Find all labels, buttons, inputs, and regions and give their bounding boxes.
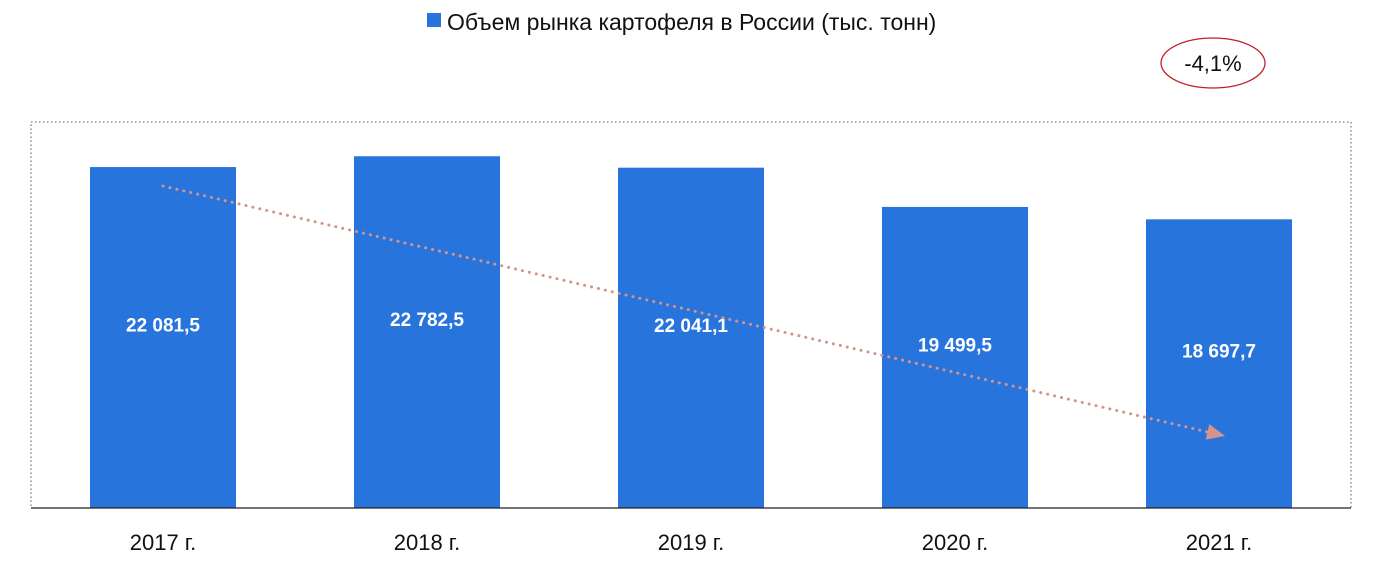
x-tick-label: 2019 г. (658, 530, 725, 555)
bar (1146, 219, 1292, 509)
change-badge-ellipse (1160, 37, 1266, 89)
x-tick-label: 2020 г. (922, 530, 989, 555)
bar (354, 156, 500, 508)
bar-value-label: 19 499,5 (918, 335, 992, 356)
bar (90, 167, 236, 508)
bar-value-label: 22 081,5 (126, 316, 200, 337)
change-badge: -4,1% (1160, 37, 1266, 89)
trend-arrowhead (1205, 424, 1225, 440)
bar (618, 167, 764, 508)
x-axis-ticks: 2017 г. 2018 г. 2019 г. 2020 г. 2021 г. (130, 530, 1253, 555)
plot-area-border (30, 121, 1352, 509)
bars-group (90, 156, 1292, 509)
bar-value-label: 18 697,7 (1182, 342, 1256, 363)
trend-line (161, 184, 1209, 434)
x-tick-label: 2018 г. (394, 530, 461, 555)
trend-arrow (161, 184, 1225, 440)
x-tick-label: 2021 г. (1186, 530, 1253, 555)
bar (882, 206, 1028, 508)
bar-value-label: 22 782,5 (390, 310, 464, 331)
legend-label: Объем рынка картофеля в России (тыс. тон… (447, 9, 936, 35)
legend-swatch (427, 13, 441, 27)
bar-labels-group: 22 081,5 22 782,5 22 041,1 19 499,5 18 697,7 (126, 310, 1256, 363)
change-badge-text: -4,1% (1184, 51, 1241, 76)
x-tick-label: 2017 г. (130, 530, 197, 555)
legend: Объем рынка картофеля в России (тыс. тон… (427, 9, 936, 35)
bar-value-label: 22 041,1 (654, 316, 728, 337)
